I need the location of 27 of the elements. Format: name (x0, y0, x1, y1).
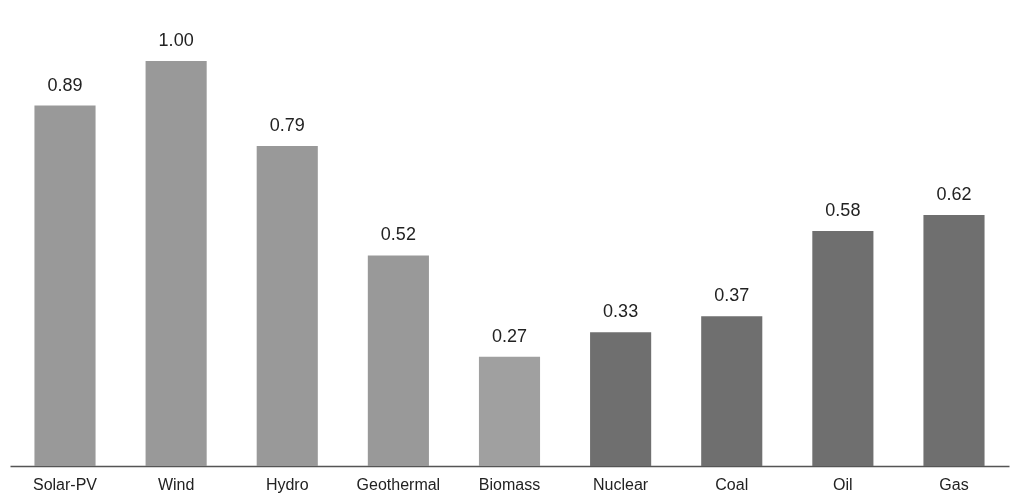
x-tick-label: Geothermal (356, 475, 441, 493)
data-label: 0.89 (47, 74, 83, 95)
data-label: 1.00 (158, 30, 194, 50)
x-tick-label: Nuclear (593, 475, 649, 493)
bar (367, 255, 429, 466)
x-tick-label: Gas (939, 475, 969, 493)
x-tick-label: Wind (157, 475, 195, 493)
data-label: 0.27 (491, 325, 528, 346)
data-label: 0.62 (936, 183, 972, 204)
bar (478, 356, 541, 466)
bar (256, 146, 318, 466)
x-tick-label: Hydro (265, 475, 309, 493)
data-label: 0.58 (825, 200, 861, 221)
bar (701, 316, 763, 466)
x-tick-label: Solar-PV (32, 475, 98, 493)
data-label: 0.79 (269, 115, 305, 136)
bar (34, 105, 96, 466)
bar (145, 61, 207, 466)
data-label: 0.33 (603, 301, 639, 322)
bar (590, 332, 652, 466)
bar (923, 214, 985, 466)
bar (812, 231, 874, 466)
x-tick-label: Biomass (478, 475, 541, 493)
x-tick-label: Oil (833, 475, 853, 493)
data-label: 0.52 (380, 224, 416, 245)
data-label: 0.37 (714, 285, 750, 306)
x-tick-label: Coal (715, 475, 749, 493)
